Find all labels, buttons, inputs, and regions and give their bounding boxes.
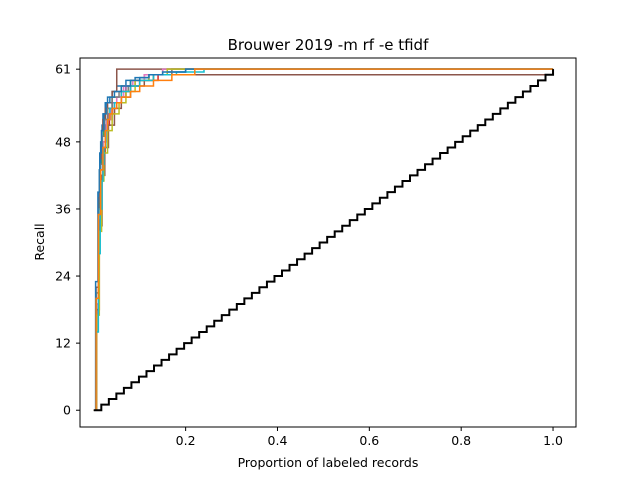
x-tick-label: 0.2 (176, 433, 196, 448)
series-layer (93, 68, 554, 411)
recall-series-12 (93, 68, 554, 411)
plot-frame (79, 57, 577, 428)
y-tick-label: 36 (55, 201, 71, 216)
chart-title: Brouwer 2019 -m rf -e tfidf (228, 36, 429, 54)
y-tick-label: 12 (55, 336, 71, 351)
recall-series-13 (93, 68, 554, 411)
random-baseline-line (93, 69, 555, 412)
y-axis-ticks: 0 12 24 36 48 61 (55, 62, 80, 418)
x-tick-label: 1.0 (543, 433, 563, 448)
x-tick-label: 0.6 (359, 433, 379, 448)
random-baseline-layer (93, 69, 555, 412)
recall-series-10 (93, 68, 554, 411)
x-axis-title: Proportion of labeled records (238, 455, 419, 470)
y-tick-label: 24 (55, 269, 71, 284)
y-axis-title: Recall (32, 223, 47, 260)
y-tick-label: 0 (63, 403, 71, 418)
y-tick-label: 61 (55, 62, 71, 77)
y-tick-label: 48 (55, 134, 71, 149)
x-tick-label: 0.8 (451, 433, 471, 448)
x-tick-label: 0.4 (268, 433, 288, 448)
x-axis-ticks: 0.2 0.4 0.6 0.8 1.0 (176, 427, 563, 448)
